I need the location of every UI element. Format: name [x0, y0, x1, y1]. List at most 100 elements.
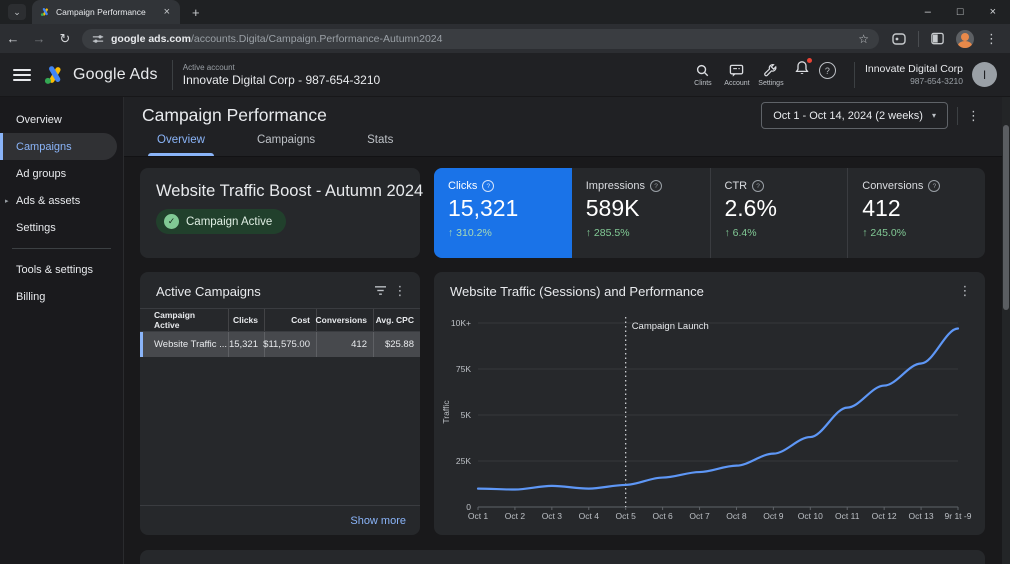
metric-impressions[interactable]: Impressions ? 589K ↑ 285.5%	[572, 168, 710, 258]
help-icon[interactable]: ?	[819, 62, 836, 79]
metric-label: Impressions	[586, 180, 645, 192]
expand-caret-icon[interactable]: ▸	[5, 197, 9, 205]
page-tabs: Overview Campaigns Stats	[152, 134, 398, 156]
sidebar-item-campaigns[interactable]: Campaigns	[0, 133, 117, 160]
column-header[interactable]: Clicks	[228, 309, 264, 331]
brand-name: Google Ads	[73, 66, 158, 84]
user-avatar[interactable]: I	[972, 62, 997, 87]
tab-stats[interactable]: Stats	[362, 134, 398, 156]
search-nav-button[interactable]: Clints	[686, 63, 720, 87]
sidebar-item-settings[interactable]: Settings	[0, 214, 123, 241]
sidebar-item-tools-settings[interactable]: Tools & settings	[0, 256, 123, 283]
svg-text:Oct 8: Oct 8	[726, 511, 747, 521]
svg-text:Oct 6: Oct 6	[652, 511, 673, 521]
date-range-value: Oct 1 - Oct 14, 2024 (2 weeks)	[773, 110, 923, 122]
metric-value: 412	[862, 195, 971, 222]
sidebar-item-label: Settings	[16, 222, 56, 234]
account-id: 987-654-3210	[865, 76, 963, 86]
window-controls: – □ ×	[925, 6, 1010, 18]
tab-overview[interactable]: Overview	[152, 134, 210, 156]
svg-text:Oct 1: Oct 1	[468, 511, 489, 521]
chevron-down-icon: ▾	[932, 111, 936, 120]
svg-text:Oct 13: Oct 13	[909, 511, 934, 521]
svg-text:Oct 9: Oct 9	[763, 511, 784, 521]
toolbar-divider	[918, 31, 919, 47]
scrollbar-thumb[interactable]	[1003, 125, 1009, 310]
address-bar[interactable]: google ads.com /accounts.Digita/Campaign…	[82, 29, 879, 49]
column-header[interactable]: Avg. CPC	[373, 309, 420, 331]
browser-extension-icon[interactable]	[891, 31, 907, 47]
page-title: Campaign Performance	[142, 105, 327, 126]
browser-profile-avatar[interactable]	[956, 30, 974, 48]
svg-text:Campaign Launch: Campaign Launch	[632, 321, 709, 332]
svg-text:Oct 3: Oct 3	[542, 511, 563, 521]
sidebar-item-ad-groups[interactable]: Ad groups	[0, 160, 123, 187]
metric-ctr[interactable]: CTR ? 2.6% ↑ 6.4%	[710, 168, 848, 258]
column-header[interactable]: Campaign Active	[140, 310, 228, 330]
sidebar-item-ads-assets[interactable]: ▸ Ads & assets	[0, 187, 123, 214]
notifications-button[interactable]	[794, 60, 810, 81]
side-panel-icon[interactable]	[930, 31, 945, 46]
account-nav-button[interactable]: Account	[720, 63, 754, 87]
brand: Google Ads	[43, 64, 158, 86]
tab-campaigns[interactable]: Campaigns	[252, 134, 320, 156]
svg-text:Oct 4: Oct 4	[579, 511, 600, 521]
tab-close-icon[interactable]: ×	[162, 6, 172, 18]
metric-conversions[interactable]: Conversions ? 412 ↑ 245.0%	[847, 168, 985, 258]
sidebar-item-label: Billing	[16, 291, 45, 303]
table-row[interactable]: Website Traffic ... 15,321 $11,575.00 41…	[140, 332, 420, 357]
sidebar: Overview Campaigns Ad groups ▸ Ads & ass…	[0, 97, 124, 564]
active-account-block: Active account Innovate Digital Corp - 9…	[183, 63, 380, 87]
filter-icon[interactable]	[370, 284, 390, 299]
chart-menu-icon[interactable]: ⋮	[955, 283, 975, 299]
campaign-status-badge: ✓ Campaign Active	[156, 209, 286, 234]
column-header[interactable]: Conversions	[316, 309, 373, 331]
svg-text:5K: 5K	[461, 410, 472, 420]
sidebar-item-label: Overview	[16, 114, 62, 126]
divider	[957, 107, 958, 125]
table-menu-icon[interactable]: ⋮	[390, 283, 410, 299]
back-button[interactable]: ←	[0, 31, 26, 46]
forward-button[interactable]: →	[26, 31, 52, 46]
maximize-button[interactable]: □	[957, 6, 964, 18]
svg-text:Oct 7: Oct 7	[689, 511, 710, 521]
search-icon	[695, 63, 710, 78]
metric-clicks[interactable]: Clicks ? 15,321 ↑ 310.2%	[434, 168, 572, 258]
page-header-controls: Oct 1 - Oct 14, 2024 (2 weeks) ▾ ⋮	[761, 102, 980, 129]
cell-campaign-name: Website Traffic ...	[140, 339, 228, 350]
wrench-icon	[763, 63, 778, 78]
sidebar-item-label: Tools & settings	[16, 264, 93, 276]
sidebar-item-label: Campaigns	[16, 141, 72, 153]
tab-search-chevron-icon[interactable]: ⌄	[8, 4, 26, 20]
show-more-link[interactable]: Show more	[350, 515, 406, 527]
traffic-line-chart: 025K5K75K10K+Oct 1Oct 2Oct 3Oct 4Oct 5Oc…	[434, 308, 985, 524]
sidebar-item-billing[interactable]: Billing	[0, 283, 123, 310]
search-nav-label: Clints	[694, 80, 712, 87]
browser-menu-icon[interactable]: ⋮	[985, 31, 998, 47]
svg-text:25K: 25K	[456, 456, 471, 466]
metric-delta: ↑ 245.0%	[862, 227, 971, 239]
new-tab-button[interactable]: +	[192, 5, 200, 20]
reload-button[interactable]: ↻	[52, 31, 78, 47]
page-menu-icon[interactable]: ⋮	[967, 108, 980, 124]
site-settings-icon[interactable]	[92, 33, 104, 45]
browser-tab[interactable]: Campaign Performance ×	[32, 0, 180, 24]
url-path: /accounts.Digita/Campaign.Performance-Au…	[191, 33, 850, 45]
date-range-picker[interactable]: Oct 1 - Oct 14, 2024 (2 weeks) ▾	[761, 102, 948, 129]
minimize-button[interactable]: –	[925, 6, 931, 18]
svg-text:10K+: 10K+	[451, 318, 471, 328]
bookmark-star-icon[interactable]: ☆	[858, 32, 869, 46]
metric-delta: ↑ 6.4%	[725, 227, 834, 239]
sidebar-item-label: Ad groups	[16, 168, 66, 180]
hamburger-menu-icon[interactable]	[13, 66, 31, 84]
active-account-label: Active account	[183, 63, 380, 72]
info-icon: ?	[482, 180, 494, 192]
header-divider	[854, 62, 855, 88]
close-window-button[interactable]: ×	[990, 6, 996, 18]
sidebar-item-overview[interactable]: Overview	[0, 106, 123, 133]
settings-nav-button[interactable]: Settings	[754, 63, 788, 87]
column-header[interactable]: Cost	[264, 309, 316, 331]
active-account-value: Innovate Digital Corp - 987-654-3210	[183, 73, 380, 87]
google-ads-logo	[43, 64, 65, 86]
toolbar-right: ⋮	[879, 30, 1010, 48]
